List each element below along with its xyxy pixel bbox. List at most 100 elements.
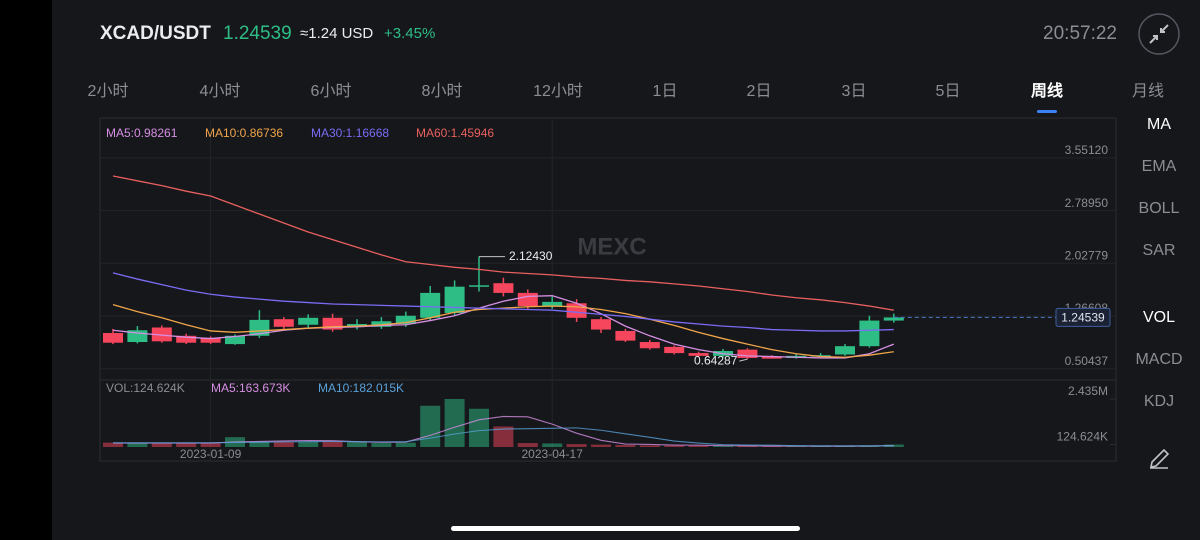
volume-bar <box>371 443 392 447</box>
x-tick-label: 2023-01-09 <box>180 447 242 461</box>
pair-name: XCAD/USDT <box>100 23 211 44</box>
timeframe-tab[interactable]: 月线 <box>1132 82 1164 100</box>
candle-body <box>859 320 880 347</box>
volume-bar <box>517 443 538 447</box>
indicator-option[interactable]: BOLL <box>1139 200 1180 217</box>
usd-price: ≈1.24 USD <box>300 25 373 42</box>
volume-tick-label: 124.624K <box>1057 430 1108 444</box>
volume-bar <box>298 441 319 447</box>
timeframe-tab[interactable]: 6小时 <box>311 82 352 100</box>
last-price: 1.24539 <box>223 23 292 44</box>
volume-bar <box>347 442 367 447</box>
candle-body <box>615 330 636 341</box>
candle-body <box>200 337 221 343</box>
background <box>52 0 1200 540</box>
candle-body <box>395 315 416 325</box>
candle-body <box>542 301 563 307</box>
candle-body <box>273 319 294 327</box>
candle-body <box>127 330 148 343</box>
candle-body <box>225 335 245 345</box>
ma-line <box>112 295 895 359</box>
candle-body <box>103 333 123 343</box>
volume-bar <box>444 399 465 447</box>
volume-bar <box>615 445 636 447</box>
clock: 20:57:22 <box>1043 23 1117 44</box>
volume-bar <box>713 446 733 447</box>
timeframe-tab[interactable]: 12小时 <box>533 82 583 100</box>
candle-body <box>493 283 514 293</box>
timeframe-tab[interactable]: 2日 <box>747 83 772 100</box>
legend-entry: MA10:0.86736 <box>205 126 283 140</box>
candle-body <box>639 342 660 349</box>
timeframe-tab[interactable]: 3日 <box>842 83 867 100</box>
indicator-option[interactable]: EMA <box>1142 158 1177 175</box>
low-annotation: 0.64287 <box>694 353 738 367</box>
legend-entry: MA5:0.98261 <box>106 126 178 140</box>
indicator-option[interactable]: KDJ <box>1144 393 1174 410</box>
volume-bar <box>127 443 148 447</box>
ma-line <box>112 175 894 311</box>
x-tick-label: 2023-04-17 <box>522 447 584 461</box>
candle-body <box>517 292 538 307</box>
last-price-box <box>1055 307 1111 327</box>
candle-body <box>566 303 587 318</box>
volume-bar <box>493 426 514 447</box>
volume-legend-entry: MA10:182.015K <box>318 381 404 395</box>
volume-bar <box>688 445 709 447</box>
ma-line <box>112 272 894 332</box>
watermark: MEXC <box>577 233 646 260</box>
volume-bar <box>273 442 294 447</box>
volume-legend: VOL:124.624K <box>106 381 185 395</box>
timeframe-tab[interactable]: 5日 <box>936 83 961 100</box>
volume-bar <box>200 442 221 447</box>
candle-body <box>151 327 172 342</box>
timeframe-tab[interactable]: 2小时 <box>88 82 129 100</box>
volume-bar <box>761 446 782 447</box>
indicator-option[interactable]: MACD <box>1135 351 1182 368</box>
volume-bar <box>542 443 563 447</box>
volume-bar <box>786 446 807 447</box>
indicator-option[interactable]: MA <box>1147 116 1171 133</box>
indicator-option[interactable]: SAR <box>1143 242 1176 259</box>
timeframe-tab[interactable]: 1日 <box>653 83 678 100</box>
timeframe-tab[interactable]: 周线 <box>1031 81 1063 100</box>
candle-body <box>737 349 758 358</box>
high-annotation: 2.12430 <box>509 249 553 263</box>
volume-ma-line <box>113 427 894 447</box>
y-tick-label: 0.50437 <box>1065 354 1109 368</box>
legend-entry: MA60:1.45946 <box>416 126 494 140</box>
collapse-button[interactable] <box>1138 13 1180 55</box>
timeframe-tab[interactable]: 8小时 <box>422 82 463 100</box>
volume-bar <box>395 442 416 447</box>
home-indicator <box>451 526 800 531</box>
candle-body <box>835 346 855 355</box>
active-tab-underline <box>1037 110 1057 113</box>
pencil-tool[interactable] <box>1149 448 1170 469</box>
volume-bar <box>639 445 660 447</box>
timeframe-tab[interactable]: 4小时 <box>200 82 241 100</box>
indicator-option[interactable]: VOL <box>1143 309 1175 326</box>
y-tick-label: 2.78950 <box>1065 196 1109 210</box>
volume-bar <box>737 446 758 447</box>
y-tick-label: 3.55120 <box>1065 143 1109 157</box>
volume-bar <box>566 444 587 447</box>
candle-body <box>347 324 367 327</box>
candle-body <box>591 319 611 330</box>
volume-bar <box>176 443 197 447</box>
candle-body <box>688 353 709 356</box>
low-marker <box>739 358 748 362</box>
ma-line <box>112 304 894 358</box>
candle-body <box>371 321 392 327</box>
candle-body <box>469 285 489 287</box>
volume-bar <box>591 444 611 447</box>
volume-bar <box>664 445 685 447</box>
volume-tick-label: 2.435M <box>1068 384 1108 398</box>
volume-bar <box>249 441 270 447</box>
candle-body <box>420 292 441 318</box>
volume-legend-entry: MA5:163.673K <box>211 381 290 395</box>
candle-body <box>298 317 319 325</box>
candle-body <box>664 346 685 354</box>
volume-bar <box>420 405 441 447</box>
